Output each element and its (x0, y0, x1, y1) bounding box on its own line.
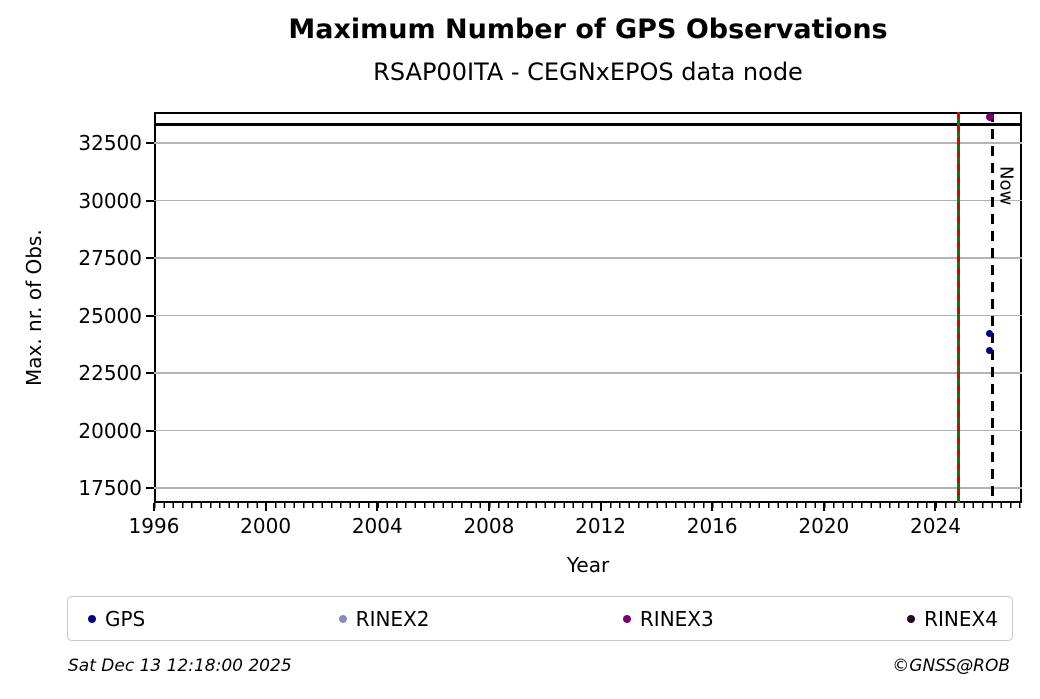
y-tick (146, 429, 154, 432)
x-tick-label: 2012 (575, 514, 626, 538)
x-tick-label: 2008 (463, 514, 515, 538)
y-tick-label: 20000 (78, 418, 142, 443)
now-label: Now (995, 166, 1017, 206)
copyright-label: ©GNSS@ROB (892, 656, 1010, 676)
legend-label: RINEX3 (639, 606, 714, 631)
legend-marker-icon (338, 614, 347, 623)
y-tick-label: 17500 (78, 476, 142, 501)
legend-marker-icon (622, 614, 631, 623)
x-tick-label: 2016 (686, 514, 738, 538)
gridline (154, 199, 1022, 202)
y-tick-label: 30000 (78, 188, 142, 213)
y-tick-label: 32500 (78, 131, 142, 156)
now-line (991, 112, 994, 503)
legend-label: GPS (105, 606, 146, 631)
legend-item-rinex3: RINEX3 (622, 606, 714, 631)
y-tick (146, 257, 154, 260)
chart-title: Maximum Number of GPS Observations (288, 14, 888, 45)
legend-label: RINEX4 (924, 606, 998, 631)
y-tick-label: 25000 (78, 303, 142, 328)
plot-area (154, 112, 1022, 503)
gridline (154, 487, 1022, 489)
legend-label: RINEX2 (355, 606, 430, 631)
gridline (154, 142, 1022, 144)
data-point-rinex3 (985, 113, 994, 122)
y-tick (146, 199, 154, 202)
y-tick (146, 314, 154, 317)
x-axis-minor-ticks (154, 503, 1022, 508)
x-axis-label: Year (566, 553, 610, 577)
legend-marker-icon (88, 614, 96, 623)
legend: GPS RINEX2 RINEX3 RINEX4 (67, 596, 1013, 641)
legend-item-rinex2: RINEX2 (338, 606, 430, 631)
x-tick-label: 1996 (128, 514, 180, 538)
legend-item-rinex4: RINEX4 (907, 607, 998, 631)
y-tick (146, 372, 154, 375)
x-tick-label: 2020 (798, 514, 850, 538)
y-tick (146, 142, 154, 145)
gridline (154, 314, 1022, 317)
gridline (154, 429, 1022, 432)
data-point-gps (986, 329, 994, 337)
legend-item-gps: GPS (88, 607, 145, 631)
timestamp-label: Sat Dec 13 12:18:00 2025 (68, 656, 292, 676)
event-line-dashes (956, 112, 960, 503)
x-tick-label: 2004 (351, 514, 403, 538)
chart-subtitle: RSAP00ITA - CEGNxEPOS data node (373, 58, 803, 86)
x-tick-label: 2000 (240, 514, 292, 538)
gridline (154, 257, 1022, 259)
y-tick (146, 487, 154, 490)
data-point-gps (986, 346, 994, 354)
gridline (154, 372, 1022, 374)
max-obs-line (154, 123, 1022, 126)
event-line (956, 112, 960, 503)
x-tick-label: 2024 (910, 514, 961, 538)
y-tick-label: 27500 (78, 246, 142, 271)
legend-marker-icon (907, 614, 916, 623)
y-tick-label: 22500 (78, 361, 142, 386)
